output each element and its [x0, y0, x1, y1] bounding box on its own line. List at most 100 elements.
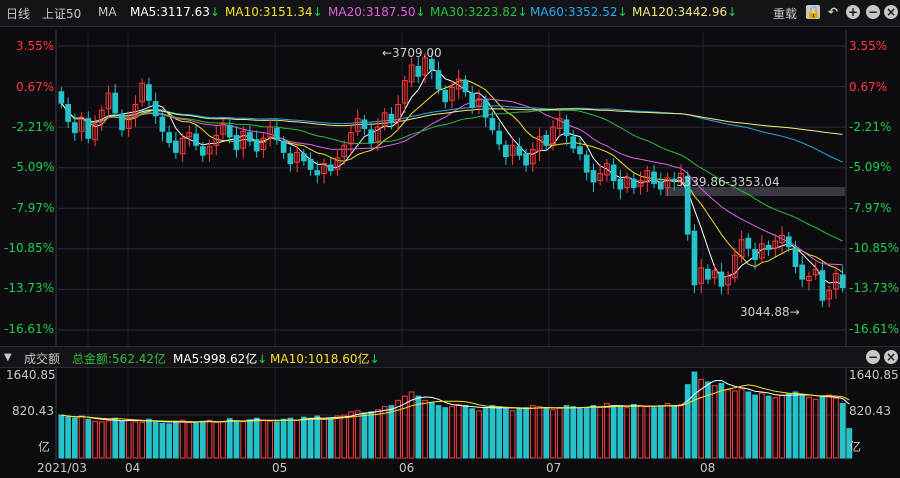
candle-up [812, 268, 819, 276]
volume-bar [496, 406, 503, 459]
candle-down [610, 164, 617, 182]
volume-bar [503, 408, 509, 459]
ma60-line [61, 102, 843, 163]
volume-bar [543, 408, 550, 459]
candle-up [408, 64, 415, 83]
zoom-out-icon[interactable]: − [866, 5, 880, 19]
candle-up [105, 92, 112, 110]
volume-bar [664, 402, 671, 459]
price-axis-label: -5.09% [849, 160, 892, 174]
volume-bar [583, 407, 590, 459]
candle-up [213, 134, 220, 146]
volume-bar [186, 421, 193, 459]
volume-bar [523, 407, 529, 459]
candle-up [92, 123, 98, 141]
candle-up [550, 126, 556, 145]
date-tick: 2021/03 [37, 461, 87, 475]
period-label[interactable]: 日线 [6, 7, 31, 21]
ma20-label: MA20:3187.50↓ [328, 5, 426, 19]
undo-icon[interactable]: ↶ [827, 5, 839, 19]
candle-down [482, 99, 489, 118]
volume-bar [577, 408, 583, 459]
volume-bar [449, 406, 455, 459]
volume-bar [348, 411, 354, 459]
candle-down [684, 175, 691, 235]
candle-down [428, 58, 435, 70]
reset-button[interactable]: 重载 [773, 7, 798, 21]
volume-bar [71, 417, 78, 459]
volume-bar [112, 417, 119, 459]
volume-bar [233, 420, 240, 459]
volume-bar [617, 406, 624, 459]
candle-up [536, 136, 543, 152]
volume-bar [691, 371, 698, 459]
close-icon[interactable]: × [884, 5, 898, 19]
candle-down [671, 178, 678, 182]
candle-up [354, 118, 361, 132]
volume-bar [287, 417, 294, 459]
candle-up [711, 270, 718, 279]
volume-bar [146, 418, 152, 459]
candle-up [395, 103, 401, 122]
candle-down [705, 268, 711, 280]
price-axis-label: 0.67% [16, 80, 55, 94]
volume-bar [725, 389, 731, 459]
volume-bar [799, 395, 806, 459]
candle-up [597, 172, 604, 182]
volume-axis-unit: 亿 [38, 440, 51, 454]
volume-bar [745, 391, 752, 459]
candle-up [529, 149, 536, 165]
candle-down [314, 170, 321, 176]
indicator-name[interactable]: MA [98, 5, 117, 19]
candle-up [186, 132, 193, 138]
candle-down [503, 144, 509, 158]
candle-down [752, 249, 758, 260]
candle-down [119, 113, 125, 131]
index-name[interactable]: 上证50 [42, 7, 82, 21]
zoom-in-icon[interactable]: + [846, 5, 860, 19]
volume-bar [274, 421, 280, 459]
lock-icon[interactable]: 🔒 [806, 5, 821, 19]
candle-down [159, 116, 166, 132]
volume-bar [65, 416, 71, 459]
high-price-annotation: ←3709.00 [382, 46, 442, 60]
volume-bar [644, 406, 651, 459]
candle-down [570, 136, 577, 149]
candle-down [65, 103, 71, 122]
price-axis-label: -10.85% [849, 241, 900, 255]
volume-axis-max: 1640.85 [849, 368, 899, 382]
volume-bar [590, 405, 597, 459]
volume-bar [711, 385, 718, 459]
volume-bar [341, 414, 348, 459]
ma10-label: MA10:3151.34↓ [225, 5, 323, 19]
volume-title[interactable]: 成交额 [24, 352, 61, 366]
candle-up [738, 239, 745, 258]
volume-bar [166, 423, 172, 459]
volume-bar [213, 421, 220, 459]
date-tick: 04 [125, 461, 141, 475]
candle-down [327, 164, 334, 172]
candle-up [132, 103, 139, 118]
volume-bar [678, 404, 684, 459]
date-tick: 07 [546, 461, 562, 475]
volume-bar [846, 428, 853, 459]
volume-collapse-icon[interactable]: ▼ [4, 352, 12, 363]
volume-bar [765, 395, 772, 459]
candle-up [220, 123, 226, 135]
volume-bar [651, 407, 657, 459]
volume-bar [428, 401, 435, 459]
low-price-annotation: 3044.88→ [740, 305, 800, 319]
volume-bar [85, 418, 92, 459]
volume-bar [226, 418, 233, 459]
candle-up [779, 234, 785, 244]
volume-close-icon[interactable]: × [884, 350, 898, 364]
candle-up [341, 144, 348, 158]
volume-bar [752, 394, 758, 459]
volume-bar [179, 419, 186, 459]
candle-down [590, 170, 597, 183]
candle-down [745, 237, 752, 249]
candle-down [435, 70, 442, 90]
candle-down [516, 146, 523, 156]
volume-zoom-out-icon[interactable]: − [866, 350, 880, 364]
